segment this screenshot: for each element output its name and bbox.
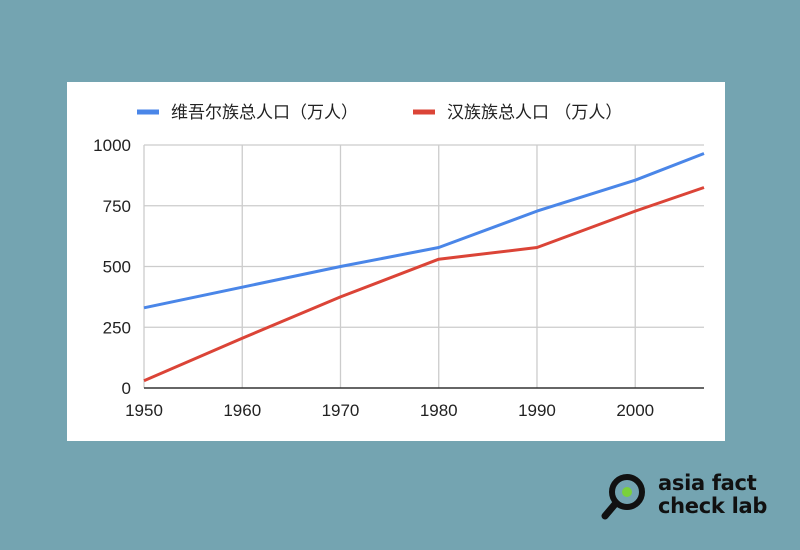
x-tick-label-1960: 1960 (223, 401, 261, 420)
logo-text: asia fact check lab (658, 472, 767, 518)
legend: 维吾尔族总人口（万人） 汉族族总人口 （万人） (137, 103, 622, 123)
logo-line-2: check lab (658, 494, 768, 518)
series-line-2 (143, 186, 705, 383)
y-tick-label-750: 750 (103, 197, 131, 216)
x-tick-label-1950: 1950 (125, 401, 163, 420)
logo-line-1: asia fact (658, 471, 757, 495)
series-line-1 (143, 152, 705, 310)
x-tick-label-1980: 1980 (420, 401, 458, 420)
legend-label-1: 维吾尔族总人口（万人） (171, 103, 358, 123)
grid (143, 144, 704, 388)
x-tick-label-2000: 2000 (616, 401, 654, 420)
tick-labels: 0 250 500 750 1000 1950 1960 1970 1980 1990 2000 (93, 136, 654, 420)
x-tick-label-1970: 1970 (322, 401, 360, 420)
y-tick-label-1000: 1000 (93, 136, 131, 155)
asia-fact-check-lab-logo: asia fact check lab (600, 470, 780, 526)
y-tick-label-250: 250 (103, 318, 131, 337)
chart-card: 维吾尔族总人口（万人） 汉族族总人口 （万人） 0 250 500 750 1000 195… (67, 82, 725, 441)
magnifier-logo-icon (601, 474, 645, 520)
x-tick-label-1990: 1990 (518, 401, 556, 420)
legend-label-2: 汉族族总人口 （万人） (447, 103, 622, 123)
line-chart: 维吾尔族总人口（万人） 汉族族总人口 （万人） 0 250 500 750 1000 195… (93, 103, 705, 420)
series (143, 152, 705, 383)
y-tick-label-500: 500 (103, 258, 131, 277)
y-tick-label-0: 0 (122, 379, 131, 398)
